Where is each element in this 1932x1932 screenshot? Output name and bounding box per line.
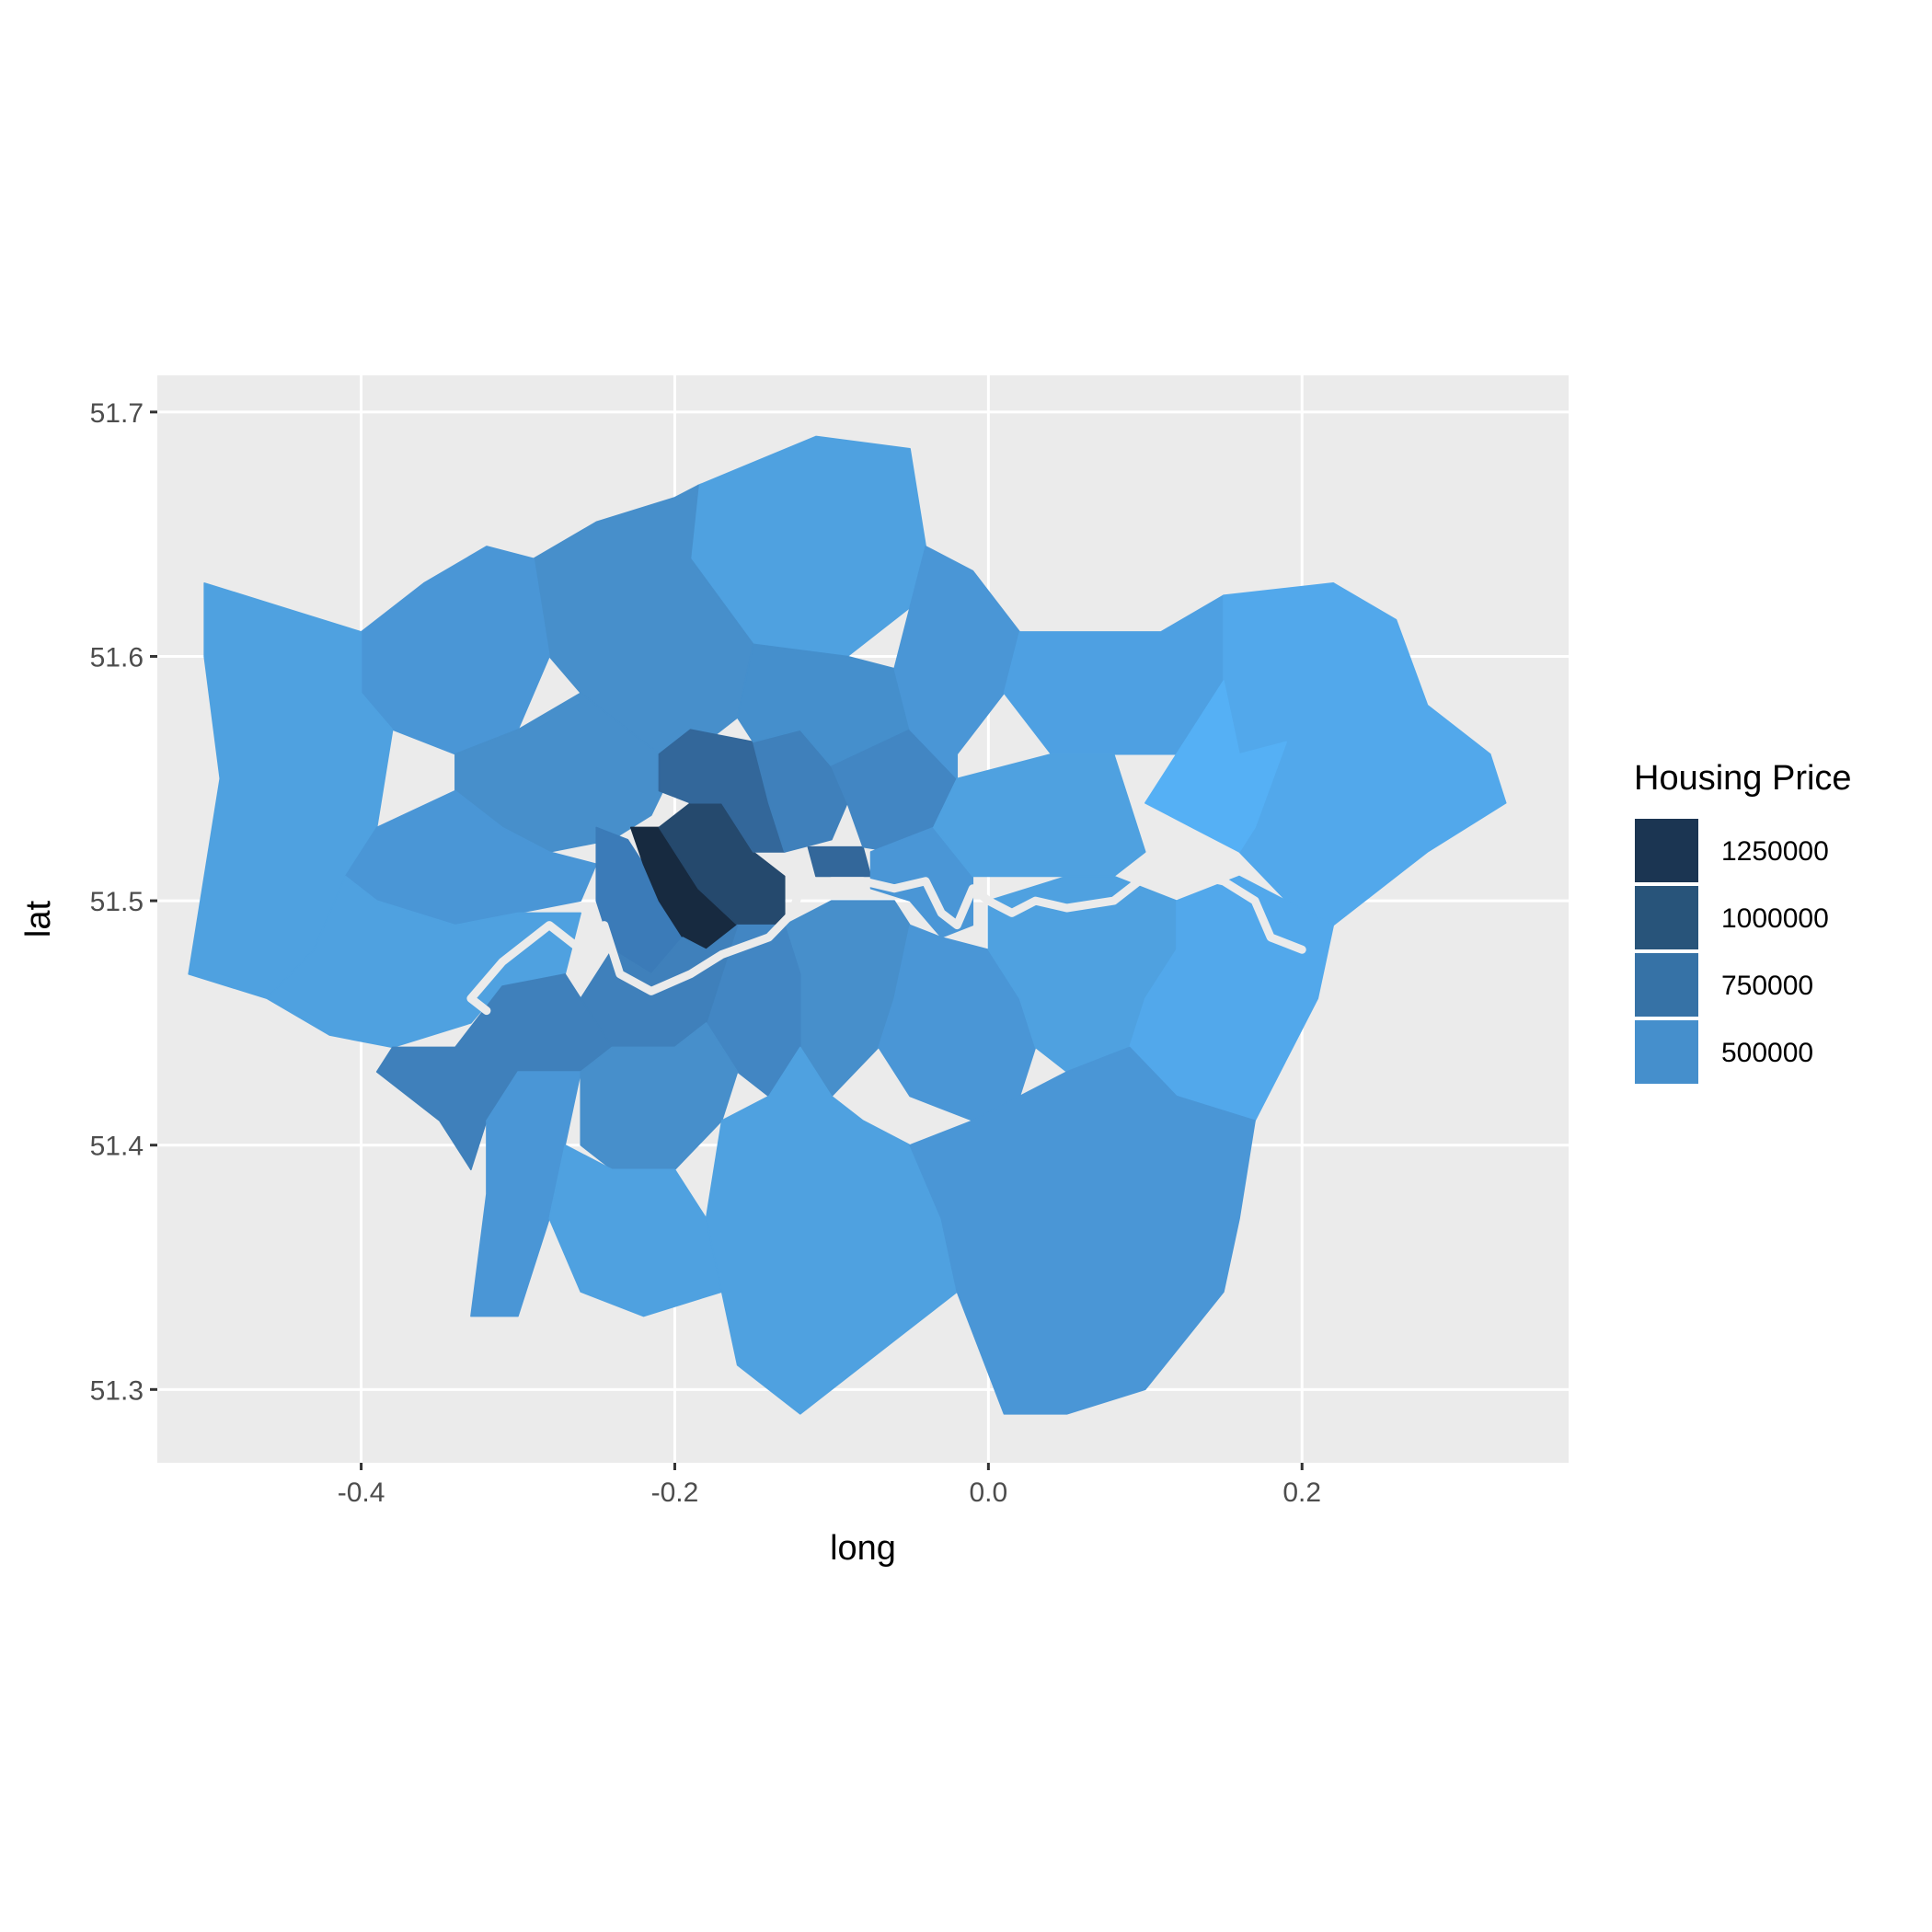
legend-swatch xyxy=(1635,1020,1698,1084)
axis-ticks: -0.4 -0.2 0.0 0.2 51.3 51.4 51.5 51.6 51.7 xyxy=(90,398,1321,1508)
river-thames xyxy=(466,867,1306,1016)
borough-region xyxy=(909,1046,1256,1415)
legend-keys: 1250000 1000000 750000 500000 xyxy=(1635,819,1829,1084)
legend-swatch xyxy=(1635,953,1698,1017)
x-tick-label: 0.0 xyxy=(969,1478,1007,1508)
y-tick-label: 51.5 xyxy=(90,887,144,917)
legend-title: Housing Price xyxy=(1634,759,1852,798)
legend: Housing Price 1250000 1000000 750000 500000 xyxy=(1634,759,1852,1084)
boroughs xyxy=(188,435,1507,1415)
y-tick-label: 51.6 xyxy=(90,642,144,673)
x-axis-title: long xyxy=(830,1529,896,1568)
borough-region xyxy=(893,546,1021,780)
legend-label: 1250000 xyxy=(1721,836,1829,867)
x-tick-label: 0.2 xyxy=(1282,1478,1321,1508)
borough-region xyxy=(658,729,786,853)
x-tick-label: -0.4 xyxy=(338,1478,385,1508)
legend-label: 1000000 xyxy=(1721,903,1829,934)
x-tick-label: -0.2 xyxy=(651,1478,699,1508)
y-tick-label: 51.3 xyxy=(90,1375,144,1406)
borough-region xyxy=(1144,680,1287,853)
legend-swatch xyxy=(1635,819,1698,882)
legend-swatch xyxy=(1635,886,1698,949)
y-axis-title: lat xyxy=(19,900,58,937)
legend-label: 750000 xyxy=(1721,971,1813,1001)
river-path xyxy=(466,867,1306,1016)
legend-label: 500000 xyxy=(1721,1038,1813,1068)
borough-region xyxy=(807,845,872,878)
y-tick-label: 51.7 xyxy=(90,398,144,429)
borough-region xyxy=(580,1022,739,1171)
y-tick-label: 51.4 xyxy=(90,1132,144,1162)
